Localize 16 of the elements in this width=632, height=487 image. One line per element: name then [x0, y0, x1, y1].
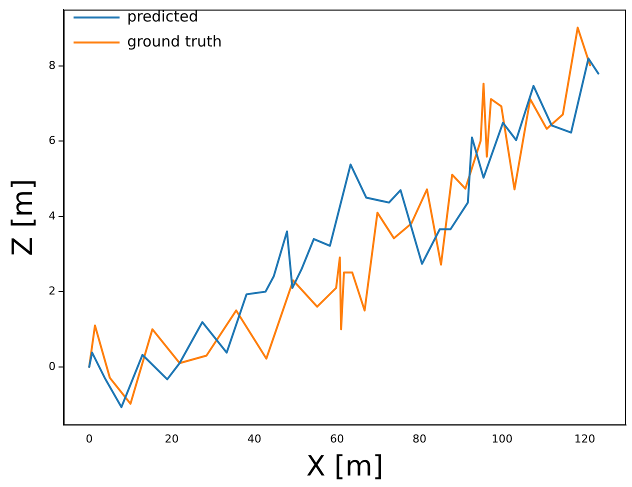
x-tick-label: 0 [86, 432, 93, 446]
y-tick-label: 6 [48, 134, 56, 148]
x-tick-label: 20 [164, 432, 179, 446]
y-tick-label: 2 [48, 284, 56, 298]
x-tick-label: 40 [247, 432, 262, 446]
legend-label: ground truth [127, 32, 222, 50]
y-axis-title: Z [m] [6, 178, 40, 256]
y-tick-label: 4 [48, 209, 56, 222]
y-tick-label: 8 [48, 58, 56, 72]
x-tick-label: 80 [412, 432, 427, 446]
x-tick-label: 120 [574, 432, 596, 446]
x-tick-label: 60 [330, 432, 344, 446]
legend-label: predicted [127, 7, 198, 26]
x-axis-title: X [m] [306, 449, 384, 482]
y-tick-label: 0 [48, 360, 56, 373]
x-tick-label: 100 [492, 432, 513, 446]
